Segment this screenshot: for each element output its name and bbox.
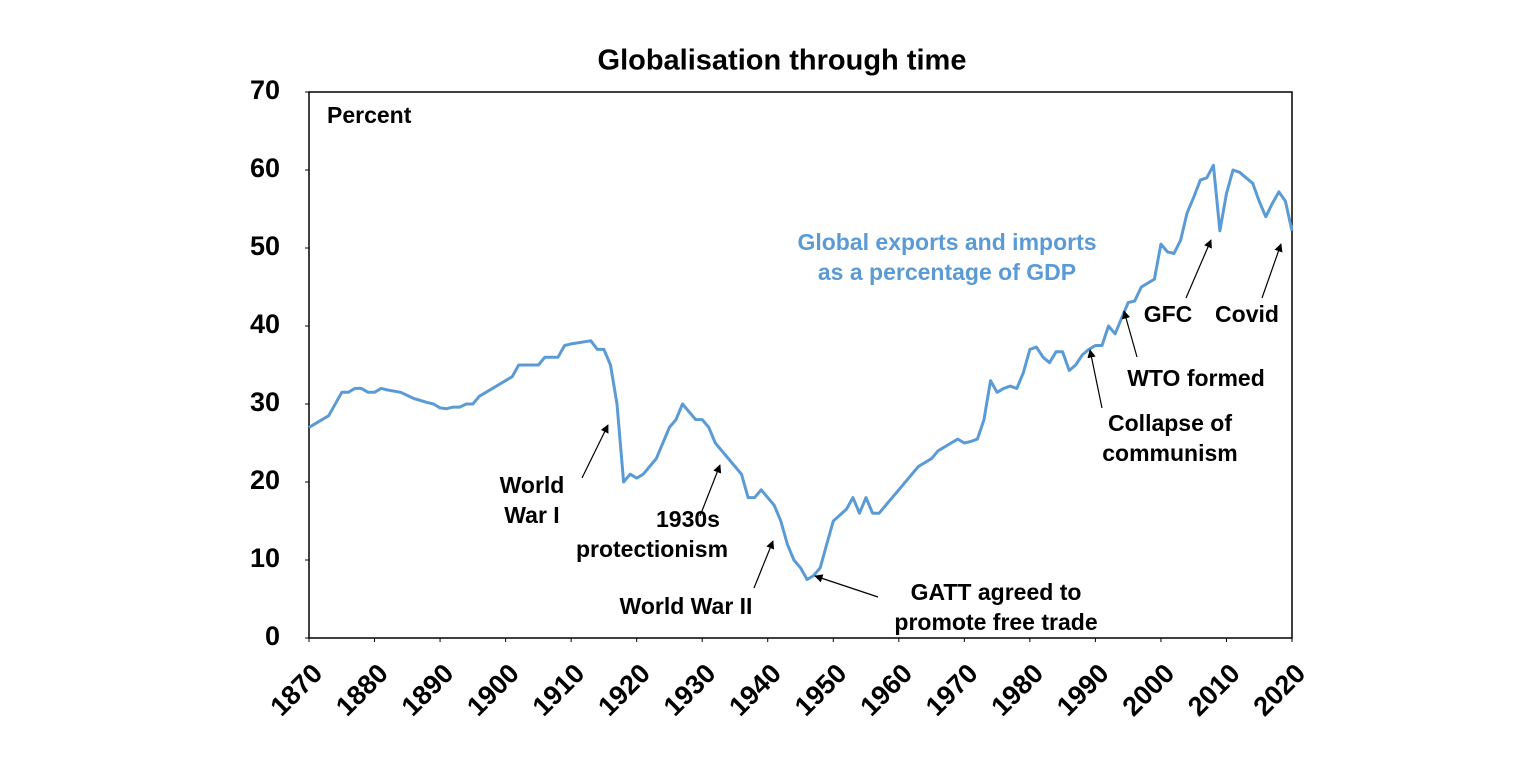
annotation: War I — [504, 502, 559, 528]
x-tick-label: 1870 — [265, 658, 329, 722]
annotation: World — [500, 472, 565, 498]
x-tick-label: 1920 — [592, 658, 656, 722]
y-tick-label: 70 — [250, 75, 280, 105]
x-tick-label: 2010 — [1182, 658, 1246, 722]
x-tick-label: 1910 — [527, 658, 591, 722]
annotation-arrow — [1261, 243, 1283, 299]
annotation-arrow — [699, 464, 722, 517]
y-axis-label: Percent — [327, 102, 412, 128]
x-tick-label: 2020 — [1248, 658, 1312, 722]
x-tick-label: 1930 — [658, 658, 722, 722]
x-tick-label: 1990 — [1051, 658, 1115, 722]
annotation: WTO formed — [1127, 365, 1265, 391]
annotation-arrow — [1087, 349, 1103, 409]
y-tick-label: 10 — [250, 543, 280, 573]
x-tick-label: 1970 — [920, 658, 984, 722]
annotation: GFC — [1144, 301, 1193, 327]
annotation: protectionism — [576, 536, 728, 562]
annotation-arrow — [814, 574, 879, 598]
annotation-arrow — [753, 540, 775, 589]
y-tick-label: 20 — [250, 465, 280, 495]
annotation: Collapse of — [1108, 410, 1232, 436]
annotation: 1930s — [656, 506, 720, 532]
x-tick-label: 1960 — [854, 658, 918, 722]
x-tick-label: 1880 — [330, 658, 394, 722]
x-tick-label: 1950 — [789, 658, 853, 722]
x-tick-label: 1890 — [396, 658, 460, 722]
series-label: Global exports and imports — [797, 229, 1096, 255]
annotation: World War II — [620, 593, 753, 619]
annotation: Covid — [1215, 301, 1279, 327]
x-tick-label: 1900 — [461, 658, 525, 722]
y-tick-label: 40 — [250, 309, 280, 339]
annotation-arrow — [581, 424, 609, 479]
y-tick-label: 30 — [250, 387, 280, 417]
x-tick-label: 1980 — [985, 658, 1049, 722]
chart-title: Globalisation through time — [598, 45, 967, 77]
annotation-arrow — [1185, 239, 1212, 299]
y-tick-label: 50 — [250, 231, 280, 261]
x-tick-label: 1940 — [723, 658, 787, 722]
series-label: as a percentage of GDP — [818, 259, 1076, 285]
plot-frame — [308, 91, 1293, 639]
x-tick-label: 2000 — [1117, 658, 1181, 722]
annotation: GATT agreed to — [911, 579, 1082, 605]
y-tick-label: 0 — [265, 621, 280, 651]
annotation-arrow — [1122, 310, 1138, 358]
annotation: communism — [1102, 440, 1237, 466]
data-line — [308, 163, 1294, 581]
y-tick-label: 60 — [250, 153, 280, 183]
annotation: promote free trade — [894, 609, 1097, 635]
